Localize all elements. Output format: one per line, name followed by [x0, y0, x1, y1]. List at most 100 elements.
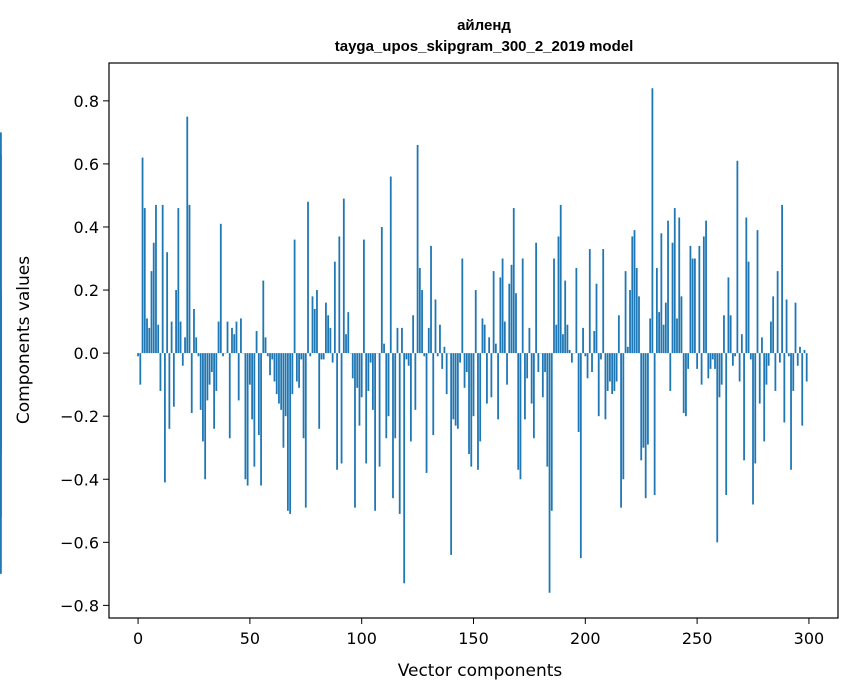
bar [606, 353, 609, 391]
bar [425, 353, 428, 473]
bar [588, 249, 591, 354]
bar [593, 331, 596, 354]
bar [490, 353, 493, 398]
bar [356, 353, 359, 388]
bar [351, 353, 354, 379]
bar [409, 353, 412, 442]
bar [530, 353, 533, 404]
bar [691, 258, 694, 354]
x-tick-label: 0 [133, 629, 143, 648]
bar [720, 353, 723, 385]
bar [430, 245, 432, 354]
bar [499, 277, 502, 354]
bar [383, 343, 385, 354]
bar [740, 334, 743, 354]
bar [237, 353, 240, 401]
bar [579, 353, 582, 559]
bar [325, 302, 327, 354]
bar [801, 353, 804, 426]
bar [642, 353, 645, 448]
bar [336, 353, 338, 470]
bar [752, 353, 754, 505]
bar [474, 290, 477, 354]
bar [342, 198, 345, 354]
bar [687, 353, 690, 369]
bar [667, 220, 669, 354]
bar [685, 353, 687, 417]
bar [743, 353, 745, 461]
bar [255, 331, 258, 354]
bar [805, 353, 808, 382]
bar [546, 353, 549, 467]
bar [723, 315, 725, 354]
bar [575, 267, 578, 354]
bar [329, 327, 332, 354]
bar [363, 239, 365, 354]
bar [626, 346, 629, 354]
bar [644, 353, 647, 499]
bar [190, 353, 193, 414]
bar [736, 160, 739, 354]
y-axis-label: Components values [14, 256, 34, 424]
bar [389, 176, 392, 354]
bar [371, 353, 374, 410]
bar [508, 283, 511, 354]
bar [790, 353, 792, 470]
bar [340, 353, 343, 464]
bar [166, 252, 169, 354]
bar [233, 334, 236, 354]
bar [770, 321, 772, 354]
bar [443, 346, 446, 354]
bar [452, 353, 455, 420]
bar [709, 353, 712, 369]
bar [367, 353, 370, 391]
bar [298, 353, 300, 388]
bar [273, 353, 276, 382]
bar [738, 353, 741, 382]
bar [347, 312, 350, 354]
bar [0, 353, 2, 518]
bar [702, 236, 705, 354]
bar [179, 321, 182, 354]
bar [354, 353, 356, 508]
bar [629, 290, 631, 354]
bar [532, 353, 535, 439]
bar [472, 353, 475, 417]
bar [269, 353, 271, 376]
bar [506, 353, 508, 385]
bar [146, 318, 148, 354]
bar [175, 290, 177, 354]
bar [235, 321, 238, 354]
bar [304, 353, 307, 508]
bar [519, 353, 522, 480]
bar [365, 353, 368, 464]
bar [251, 353, 254, 420]
bar [206, 353, 209, 401]
bar [571, 353, 573, 363]
bar [427, 327, 430, 354]
bar [369, 353, 372, 363]
bar [392, 353, 394, 499]
bar [611, 353, 614, 395]
bar [649, 318, 652, 354]
bar [586, 353, 589, 379]
bar [257, 353, 260, 436]
bar [396, 327, 399, 354]
bar [157, 324, 160, 354]
bar [387, 353, 390, 417]
bar [439, 324, 441, 354]
y-tick-label: −0.6 [60, 533, 99, 552]
y-axis-ticks: −0.8 −0.6 −0.4 −0.2 0.0 0.2 0.4 0.6 0.8 [60, 92, 109, 615]
bar [492, 271, 495, 354]
bar [555, 324, 558, 354]
bar [244, 353, 247, 480]
bar [669, 353, 672, 391]
bar [403, 353, 406, 584]
bar [461, 258, 464, 354]
bar [553, 258, 555, 354]
bar [776, 271, 779, 354]
bar [470, 353, 473, 467]
bar [524, 353, 526, 420]
bar [622, 353, 625, 480]
bar [617, 315, 620, 354]
